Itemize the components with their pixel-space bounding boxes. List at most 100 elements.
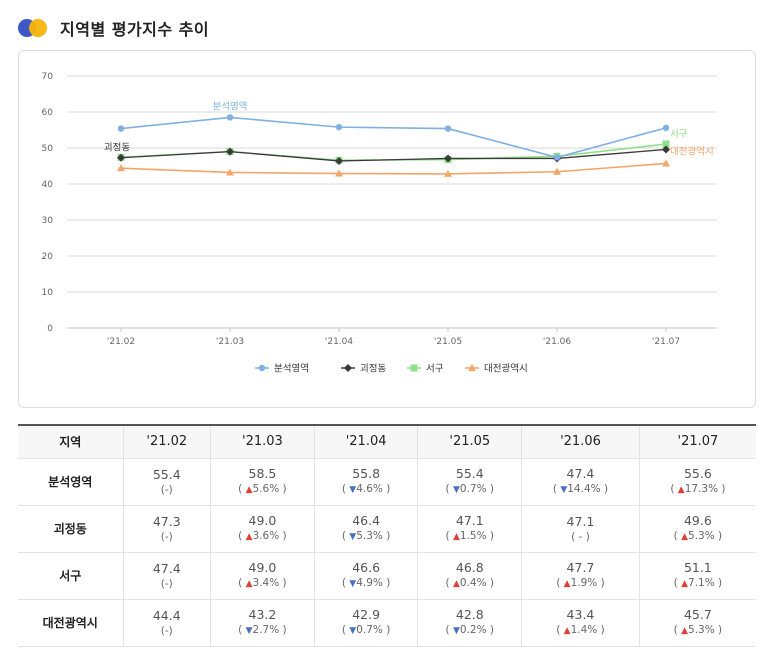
data-point (117, 153, 125, 162)
title-dots-icon (18, 18, 50, 38)
cell-value: 45.7 (683, 607, 712, 622)
table-row: 대전광역시 44.4 (-) 43.2( ▼2.7% ) 42.9( ▼0.7% ) 42… (18, 599, 756, 647)
arrow-up-icon: ▲ (245, 485, 253, 495)
change-text: (-) (160, 483, 173, 496)
cell-value: 47.7 (566, 560, 595, 575)
cell-change: ( - ) (522, 530, 639, 545)
legend-marker (410, 364, 418, 372)
arrow-up-icon: ▲ (452, 579, 460, 589)
cell-change: ( ▲5.3% ) (673, 530, 723, 542)
arrow-down-icon: ▼ (452, 626, 460, 636)
cell-change: ( ▲3.4% ) (238, 577, 287, 589)
arrow-up-icon: ▲ (681, 579, 689, 589)
data-point (444, 125, 452, 132)
series-line (120, 116, 667, 159)
table-cell: 47.3 (-) (123, 505, 212, 553)
change-text: 0.7% (356, 624, 383, 636)
table-cell: 46.6 ( ▼4.9% ) (314, 552, 419, 600)
arrow-up-icon: ▲ (563, 626, 571, 636)
cell-value: 49.0 (248, 560, 277, 575)
cell-change: ( ▼5.3% ) (341, 530, 391, 542)
y-tick-label: 20 (42, 252, 54, 262)
table-cell: 47.4 ( ▼14.4% ) (521, 458, 640, 506)
change-text: 5.3% (688, 624, 715, 636)
series-line (120, 162, 667, 175)
data-point (117, 164, 125, 172)
cell-value: 42.8 (455, 607, 484, 622)
table-cell: 43.2 ( ▼2.7% ) (210, 599, 315, 647)
table-row: 서구 47.4 (-) 49.0( ▲3.4% ) 46.6( ▼4.9% ) 46.8(… (18, 552, 756, 600)
table-row-header: 괴정동 (18, 505, 124, 553)
cell-change: ( ▼14.4% ) (552, 483, 609, 495)
table-row: 분석영역 55.4 (-) 58.5( ▲5.6% ) 55.8( ▼4.6% ) 55.… (18, 458, 756, 506)
change-text: 0.4% (459, 577, 487, 589)
data-point (335, 169, 343, 177)
line-chart: 0 10 20 30 40 50 60 70 '21.02 '21.03 '21.04 '21.05 '… (42, 72, 717, 375)
cell-change: ( ▲3.6% ) (238, 530, 287, 542)
cell-value: 49.0 (248, 513, 277, 528)
arrow-up-icon: ▲ (681, 626, 689, 636)
change-text: 7.1% (688, 577, 715, 589)
table-cell: 47.1( - ) (521, 505, 640, 553)
data-point (662, 124, 670, 132)
change-text: (-) (160, 577, 173, 590)
series-label: 서구 (670, 129, 688, 140)
cell-change: ( ▲17.3% ) (670, 483, 726, 495)
table-cell: 42.8 ( ▼0.2% ) (417, 599, 523, 647)
arrow-up-icon: ▲ (681, 532, 689, 542)
data-point (226, 114, 234, 121)
y-tick-label: 30 (42, 216, 54, 226)
cell-value: 47.4 (566, 466, 595, 481)
change-text: (-) (160, 530, 173, 543)
section-header: 지역별 평가지수 추이 (18, 14, 209, 42)
series-label: 대전광역시 (670, 145, 714, 157)
arrow-down-icon: ▼ (452, 485, 460, 495)
table-cell: 46.8 ( ▲0.4% ) (417, 552, 523, 600)
data-point (553, 154, 561, 161)
cell-value: 47.3 (152, 513, 181, 529)
cell-change: ( ▼4.6% ) (341, 483, 391, 495)
legend-marker (258, 364, 266, 372)
cell-change: (-) (124, 530, 211, 545)
cell-value: 49.6 (683, 513, 712, 528)
legend-item: 대전광역시 (465, 363, 528, 375)
table-cell: 42.9 ( ▼0.7% ) (314, 599, 419, 647)
cell-value: 46.8 (455, 560, 484, 575)
table-cell: 49.0 ( ▲3.4% ) (210, 552, 315, 600)
cell-change: (-) (124, 577, 211, 592)
arrow-up-icon: ▲ (245, 532, 253, 542)
cell-value: 46.6 (352, 560, 381, 575)
table-column-header: '21.02 (123, 425, 212, 459)
data-point (335, 123, 343, 131)
table-column-header: '21.04 (314, 425, 419, 459)
cell-change: ( ▲5.6% ) (238, 483, 287, 495)
change-text: 5.3% (356, 530, 383, 542)
x-tick-label: '21.03 (216, 337, 244, 347)
change-text: 1.4% (570, 624, 598, 636)
legend-item: 분석영역 (255, 364, 309, 375)
change-text: 4.9% (356, 577, 383, 589)
cell-value: 43.4 (566, 607, 595, 622)
cell-value: 55.4 (152, 466, 181, 482)
cell-change: ( ▼2.7% ) (238, 624, 287, 636)
page-title: 지역별 평가지수 추이 (60, 20, 210, 39)
x-tick-label: '21.04 (325, 337, 354, 347)
data-point (444, 169, 452, 177)
legend-label: 대전광역시 (484, 363, 528, 375)
table-row-header: 분석영역 (18, 458, 124, 506)
cell-change: (-) (124, 483, 211, 498)
arrow-down-icon: ▼ (349, 532, 357, 542)
cell-value: 55.6 (683, 466, 712, 481)
table-cell: 44.4 (-) (123, 599, 212, 647)
cell-change: ( ▼0.7% ) (445, 483, 495, 495)
cell-change: ( ▲1.4% ) (556, 624, 605, 636)
legend-marker (344, 364, 352, 372)
arrow-up-icon: ▲ (563, 579, 571, 589)
cell-value: 46.4 (352, 513, 381, 528)
table-cell: 43.4 ( ▲1.4% ) (521, 599, 640, 647)
legend-label: 서구 (426, 364, 444, 375)
data-point (444, 154, 452, 163)
table-cell: 55.6 ( ▲17.3% ) (639, 458, 756, 506)
table-cell: 46.4 ( ▼5.3% ) (314, 505, 419, 553)
cell-change: ( ▲7.1% ) (673, 577, 723, 589)
